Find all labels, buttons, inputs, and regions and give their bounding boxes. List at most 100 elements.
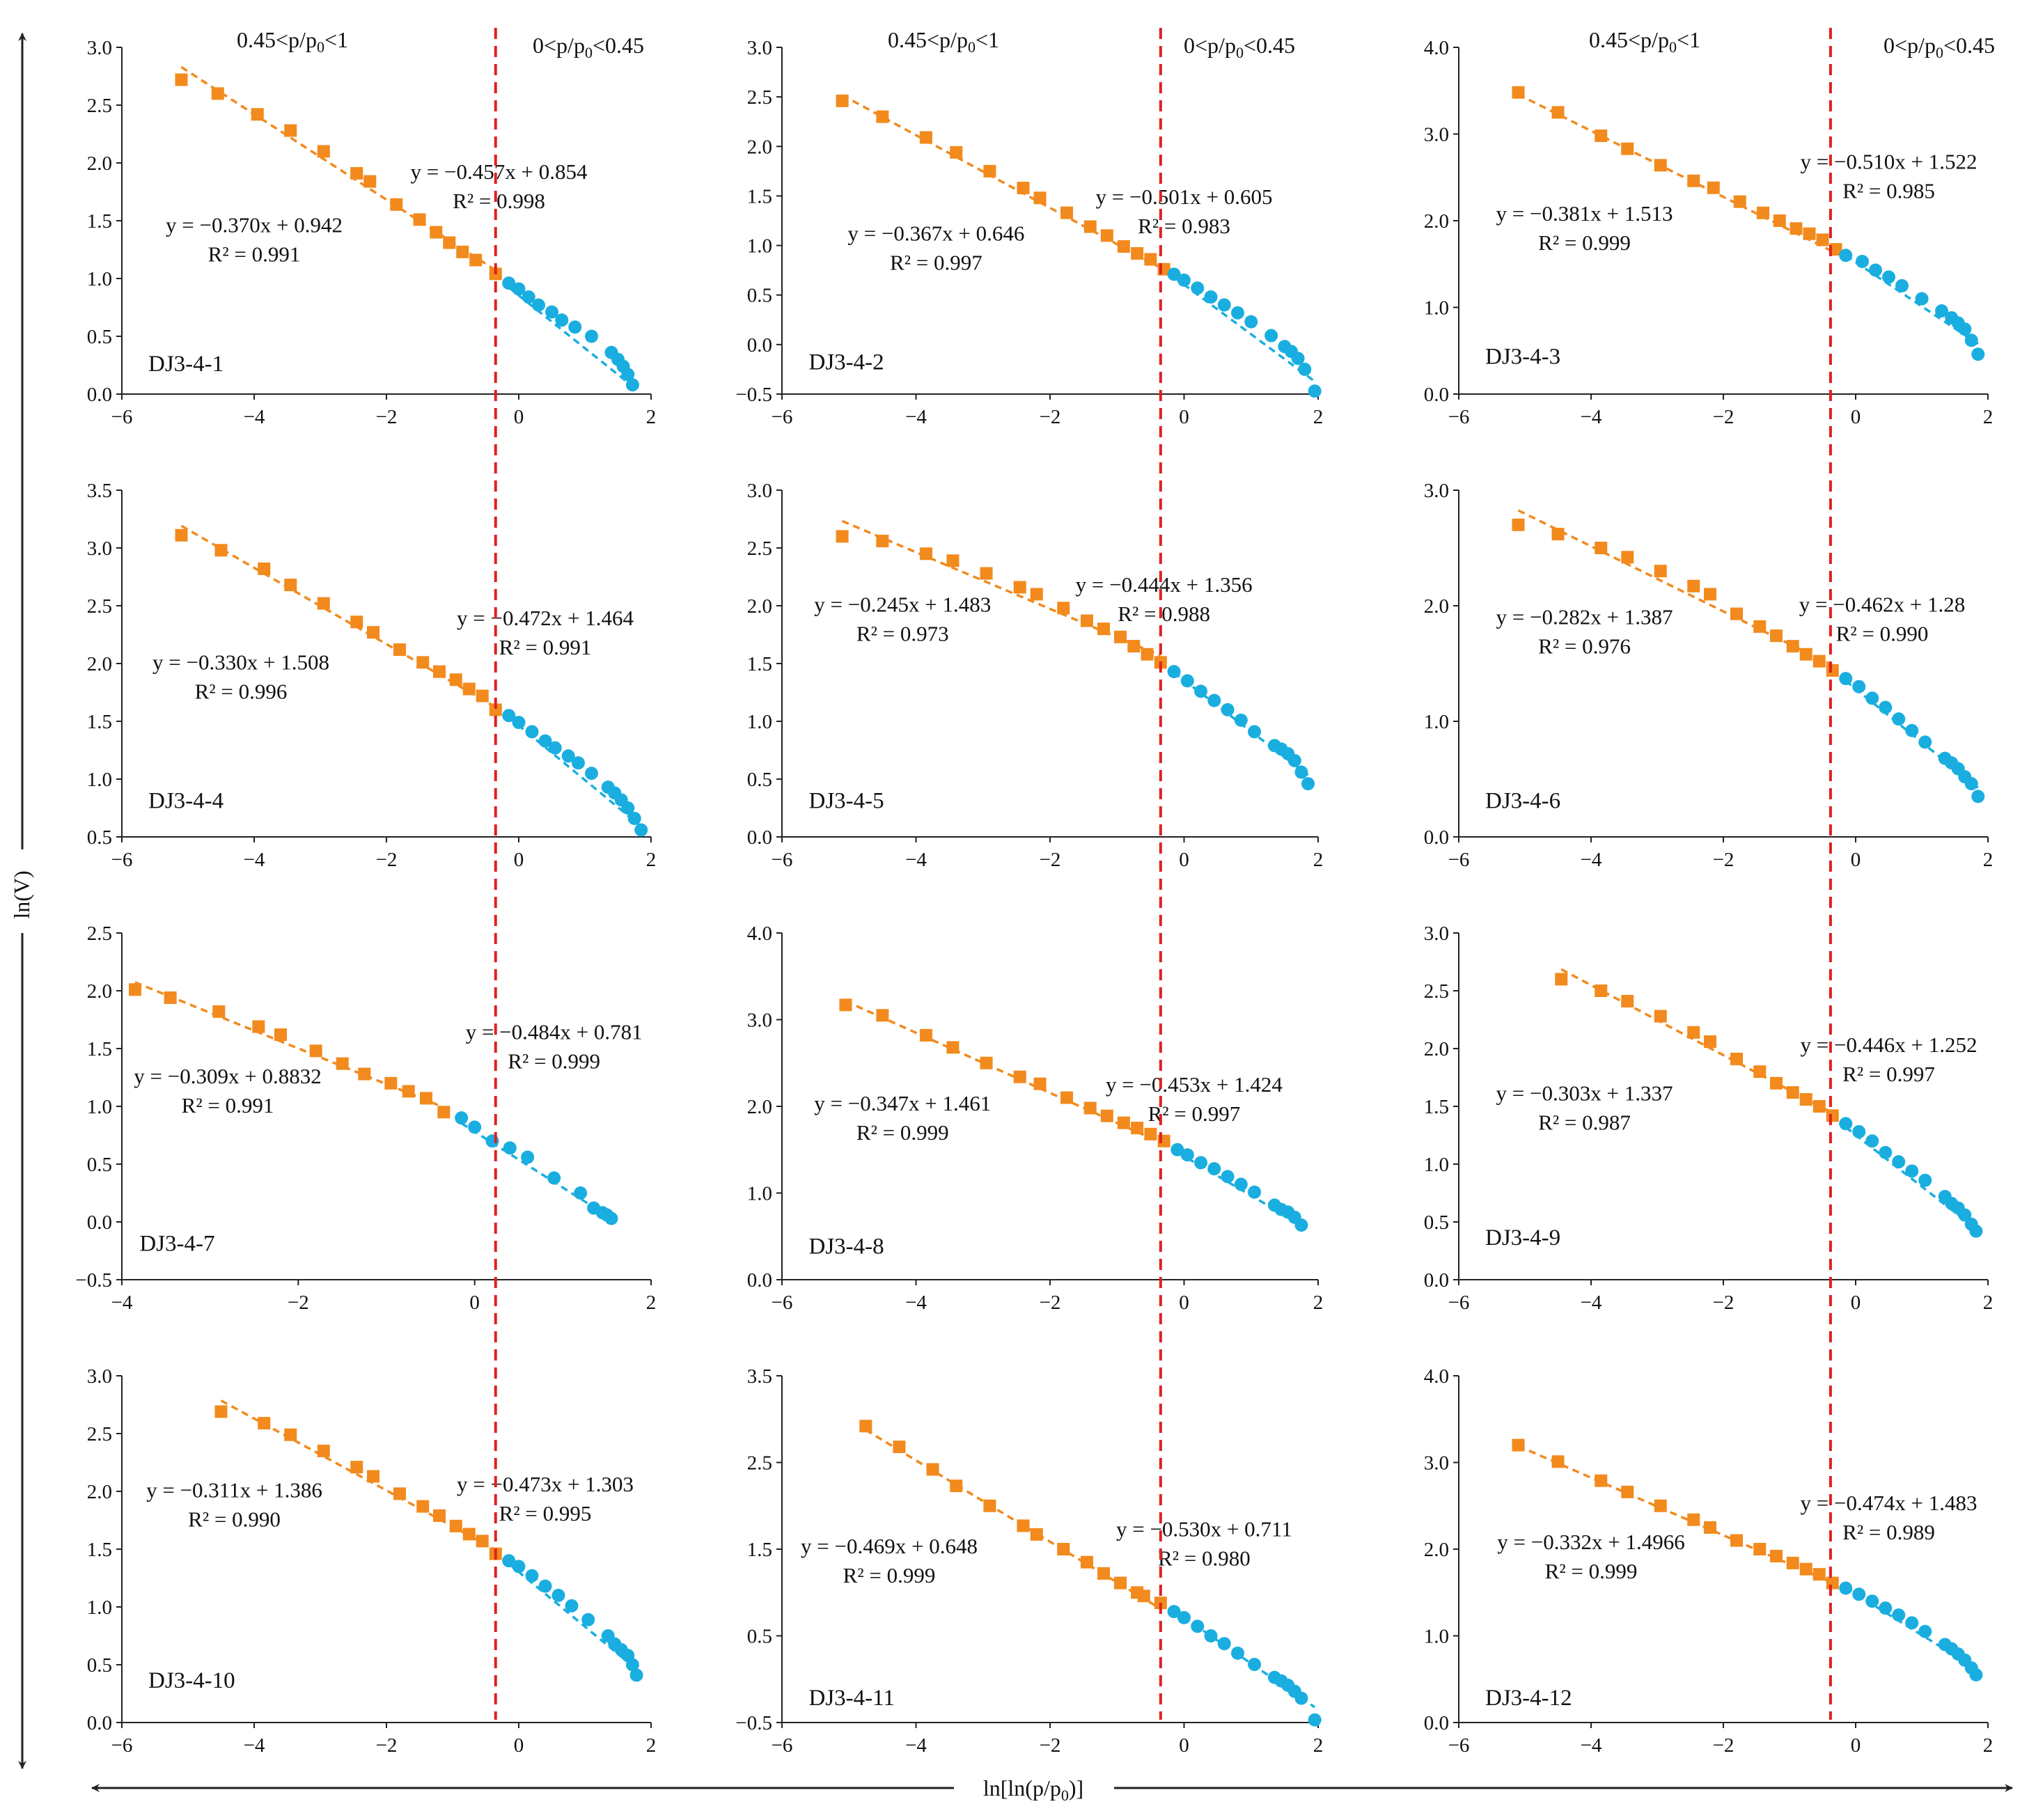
panel-DJ3-4-8: 0.0 1.0 2.0 3.0 4.0 −6 −4 −2 0 2 y = −0.347x + 1.4… [747, 923, 1324, 1314]
data-point-circle [1905, 1616, 1919, 1630]
data-point-circle [1969, 1668, 1983, 1682]
x-tick-label: 0 [1179, 1292, 1189, 1314]
data-point-circle [1248, 725, 1262, 739]
data-point-square [350, 166, 363, 180]
data-point-square [317, 597, 330, 610]
data-point-circle [621, 368, 635, 382]
fit-equation: y = −0.332x + 1.4966 [1497, 1530, 1684, 1554]
data-point-square [839, 998, 852, 1012]
data-point-square [252, 1020, 265, 1033]
data-point-circle [1231, 306, 1244, 320]
fit-r-squared: R² = 0.997 [890, 250, 982, 274]
x-axis-label: ln[ln(p/p0)] [983, 1775, 1083, 1804]
data-point-square [214, 544, 228, 557]
data-point-square [462, 682, 476, 696]
x-tick-label: −6 [111, 1734, 133, 1757]
region-dividers [494, 28, 1832, 1720]
data-point-circle [1882, 270, 1895, 284]
data-point-square [1030, 1528, 1043, 1541]
data-point-square [413, 213, 426, 226]
data-point-square [430, 226, 443, 239]
data-point-square [284, 579, 297, 592]
data-point-square [836, 530, 849, 543]
panel-DJ3-4-4: 0.5 1.0 1.5 2.0 2.5 3.0 3.5 −6 −4 −2 0 2 y = −0.330x… [87, 480, 657, 871]
data-point-square [402, 1085, 415, 1098]
data-point-square [393, 1487, 406, 1500]
x-tick-label: −6 [772, 1292, 793, 1314]
data-point-circle [1298, 362, 1312, 376]
data-point-circle [1301, 777, 1315, 791]
x-tick-label: −4 [244, 1734, 265, 1757]
x-tick-label: 2 [1313, 1734, 1324, 1757]
data-point-square [1730, 1052, 1743, 1065]
y-tick-label: 1.0 [87, 769, 112, 791]
y-tick-label: 0.0 [747, 1269, 772, 1292]
y-tick-label: 1.0 [87, 1597, 112, 1619]
data-point-square [211, 87, 224, 100]
data-point-square [1621, 142, 1634, 155]
data-point-square [1654, 565, 1667, 578]
data-point-square [437, 1106, 451, 1119]
x-tick-label: 2 [1313, 1292, 1324, 1314]
data-point-square [214, 1405, 228, 1418]
y-tick-label: 0.0 [1424, 1269, 1449, 1292]
x-tick-label: 0 [1851, 849, 1861, 871]
data-point-circle [502, 709, 516, 723]
data-point-circle [1231, 1646, 1244, 1660]
y-tick-label: 1.0 [1424, 1626, 1449, 1648]
panel-DJ3-4-11: −0.5 0.5 1.5 2.5 3.5 −6 −4 −2 0 2 y = −0.469x + 0.… [735, 1365, 1323, 1757]
data-point-square [876, 110, 889, 123]
data-point-circle [1918, 1624, 1932, 1638]
data-point-square [1595, 129, 1608, 142]
y-tick-label: 2.5 [747, 1452, 772, 1475]
data-point-circle [1971, 347, 1985, 361]
data-point-square [1555, 973, 1568, 986]
data-point-circle [503, 1141, 517, 1155]
data-point-circle [1852, 1587, 1866, 1601]
data-point-square [1704, 1521, 1716, 1534]
data-point-circle [1167, 267, 1181, 281]
data-point-square [1812, 1568, 1826, 1581]
y-tick-label: 4.0 [1424, 1365, 1449, 1388]
x-tick-label: 2 [1983, 406, 1994, 428]
panel-label: DJ3-4-11 [809, 1686, 895, 1711]
x-tick-label: 2 [646, 1292, 657, 1314]
data-point-circle [1879, 1601, 1893, 1615]
data-point-circle [1167, 1605, 1181, 1619]
data-point-circle [522, 290, 535, 304]
data-point-circle [1839, 672, 1853, 686]
panel-label: DJ3-4-2 [809, 350, 884, 375]
y-tick-label: 0.5 [87, 826, 112, 849]
y-tick-label: 0.5 [747, 1626, 772, 1648]
data-point-circle [629, 1668, 643, 1682]
data-point-square [1799, 1093, 1812, 1106]
y-tick-label: 3.0 [1424, 923, 1449, 945]
data-point-circle [1180, 1148, 1194, 1162]
data-point-circle [538, 1579, 552, 1593]
data-point-square [476, 689, 489, 703]
fit-r-squared: R² = 0.999 [508, 1049, 600, 1074]
x-tick-label: −2 [376, 849, 398, 871]
x-tick-label: 2 [1313, 406, 1324, 428]
x-tick-label: −6 [772, 849, 793, 871]
y-tick-label: 2.0 [1424, 1038, 1449, 1060]
data-point-circle [1177, 1610, 1191, 1624]
data-point-square [1786, 1556, 1799, 1569]
data-point-square [1770, 629, 1783, 643]
panel-label: DJ3-4-6 [1485, 789, 1560, 814]
fit-r-squared: R² = 0.990 [1836, 621, 1929, 645]
data-point-circle [625, 378, 639, 392]
fit-equation: y = −0.330x + 1.508 [152, 650, 329, 674]
data-point-square [1687, 174, 1700, 187]
data-point-circle [1971, 790, 1985, 803]
y-tick-label: 2.5 [747, 86, 772, 109]
data-point-square [1080, 1555, 1093, 1569]
data-point-circle [525, 725, 539, 739]
y-tick-label: 0.5 [87, 1654, 112, 1677]
data-point-square [336, 1057, 349, 1070]
data-point-circle [455, 1111, 469, 1125]
data-point-square [1127, 640, 1141, 653]
data-point-circle [1852, 1125, 1866, 1139]
fit-r-squared: R² = 0.990 [188, 1507, 281, 1531]
x-tick-label: 0 [1179, 406, 1189, 428]
